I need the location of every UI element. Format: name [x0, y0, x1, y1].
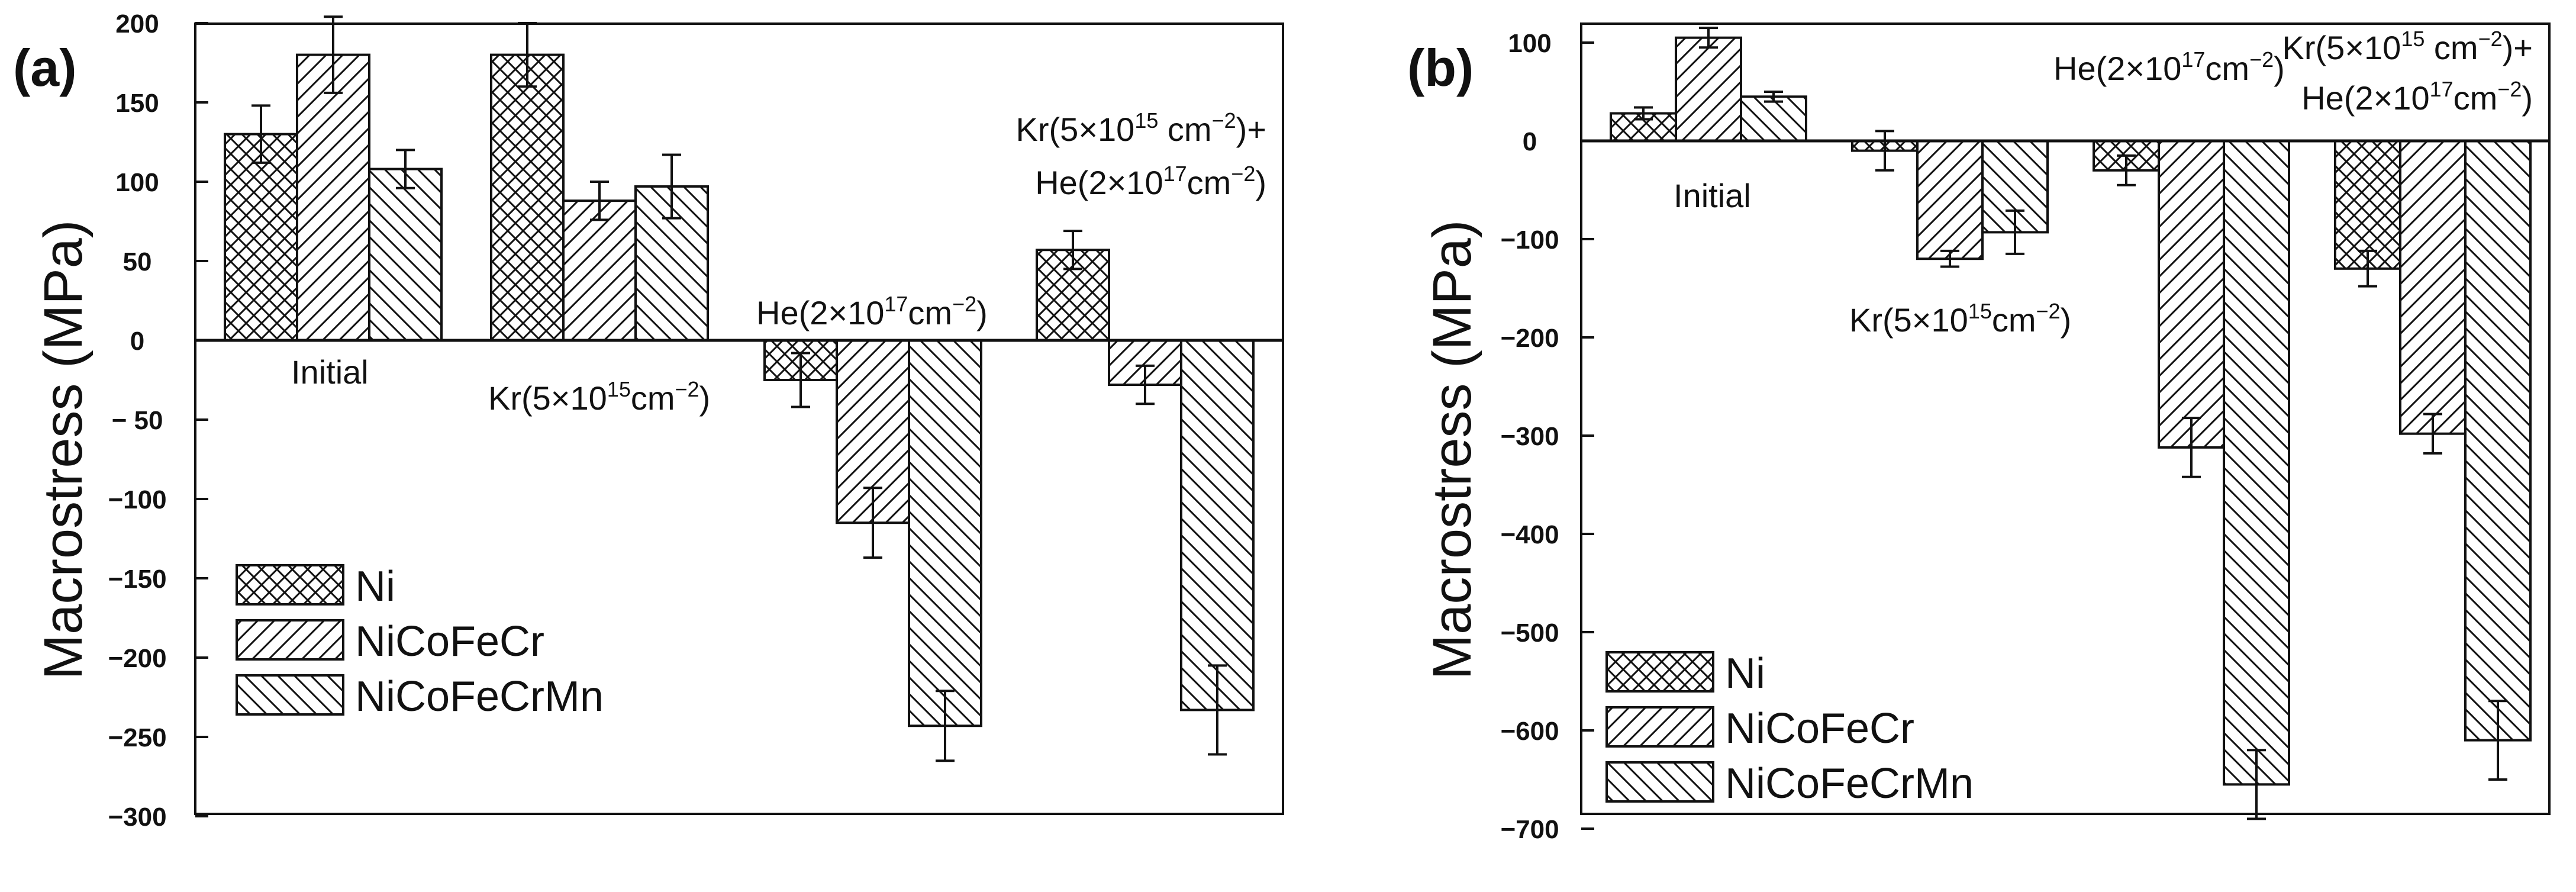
- panel-a-y-tick-label: − 50: [112, 406, 163, 435]
- panel-a-legend-swatch-nicofecrmn: [236, 674, 344, 716]
- panel-b-y-tick-label: −700: [1500, 815, 1559, 844]
- panel-a-y-tick-label: 150: [115, 89, 159, 118]
- panel-a-legend-label-ni: Ni: [355, 563, 395, 610]
- panel-a-error-bar-nicofecrmn: [936, 690, 955, 762]
- panel-a-legend-swatch-nicofecr: [236, 619, 344, 661]
- panel-a-y-tick-label: −150: [108, 565, 166, 594]
- panel-b-legend-swatch-nicofecrmn: [1605, 761, 1714, 803]
- panel-a-label-initial: Initial: [291, 353, 369, 391]
- panel-a-y-tick-label: 100: [115, 168, 159, 197]
- panel-a-y-tick-label: 0: [130, 327, 144, 356]
- panel-b-bar-nicofecr: [1916, 140, 1984, 260]
- panel-a-label-combo-line2: He(2×1017cm−2): [1035, 162, 1266, 201]
- panel-b-label-kr: Kr(5×1015cm−2): [1849, 299, 2071, 339]
- panel-a-label-kr: Kr(5×1015cm−2): [488, 377, 710, 417]
- panel-a-bar-ni: [490, 53, 565, 342]
- panel-a-bar-ni: [224, 133, 298, 342]
- panel-a-error-bar-ni: [518, 22, 537, 88]
- panel-b-bar-nicofecrmn: [1740, 95, 1807, 142]
- panel-a-bar-nicofecrmn: [908, 339, 982, 727]
- panel-b-y-tick-label: −300: [1500, 422, 1559, 451]
- panel-b-legend-swatch-nicofecr: [1605, 706, 1714, 748]
- panel-a-bars: [224, 15, 1255, 762]
- panel-a-y-tick-label: −300: [108, 803, 166, 832]
- panel-b-bar-nicofecr: [2158, 140, 2225, 449]
- panel-a-error-bar-nicofecrmn: [1208, 664, 1227, 756]
- panel-a: (a) Macrostress (MPa) 200 150 100 50 0 − 50 −1…: [13, 9, 1284, 832]
- panel-b-y-axis-title: Macrostress (MPa): [1422, 220, 1482, 680]
- panel-b-error-bar-nicofecr: [1699, 27, 1718, 49]
- panel-a-bar-nicofecr: [296, 53, 370, 342]
- panel-a-error-bar-ni: [252, 104, 270, 164]
- panel-b-bar-nicofecrmn: [2464, 140, 2532, 742]
- panel-b-bar-nicofecrmn: [2223, 140, 2290, 786]
- panel-b-y-tick-label: −400: [1500, 520, 1559, 549]
- panel-a-label-combo-line1: Kr(5×1015 cm−2)+: [1016, 108, 1266, 148]
- panel-a-label-he: He(2×1017cm−2): [756, 292, 988, 331]
- panel-a-bar-nicofecrmn: [368, 168, 443, 342]
- panel-b-legend-label-nicofecr: NiCoFeCr: [1725, 705, 1914, 752]
- panel-a-error-bar-nicofecrmn: [396, 149, 415, 189]
- panel-a-bar-nicofecrmn: [1180, 339, 1255, 711]
- panel-b-legend-label-ni: Ni: [1725, 650, 1765, 697]
- panel-a-y-tick-label: 50: [123, 247, 152, 276]
- panel-a-legend: Ni NiCoFeCr NiCoFeCrMn: [236, 563, 604, 720]
- panel-b-error-bar-nicofecrmn: [2006, 209, 2024, 255]
- panel-a-y-axis-title: Macrostress (MPa): [33, 220, 94, 680]
- panel-a-y-ticks: 200 150 100 50 0 − 50 −100 −150 −200 −250 −300: [108, 9, 208, 832]
- panel-b-legend-swatch-ni: [1605, 651, 1714, 693]
- panel-b-error-bar-nicofecr: [2423, 413, 2442, 455]
- panel-a-error-bar-nicofecr: [324, 15, 343, 94]
- panel-b-y-tick-label: −500: [1500, 619, 1559, 648]
- panel-b-label-initial: Initial: [1674, 177, 1751, 214]
- panel-b-bar-ni: [2334, 140, 2401, 270]
- panel-b-label-combo-line1: Kr(5×1015 cm−2)+: [2282, 27, 2533, 66]
- panel-b-error-bar-nicofecrmn: [1764, 91, 1783, 103]
- panel-b-error-bar-nicofecr: [1940, 249, 1959, 268]
- panel-a-y-tick-label: 200: [115, 9, 159, 38]
- panel-b-label-combo-line2: He(2×1017cm−2): [2301, 77, 2533, 117]
- panel-a-error-bar-nicofecr: [590, 181, 609, 221]
- panel-b-y-tick-label: 100: [1508, 29, 1551, 58]
- panel-a-error-bar-nicofecrmn: [662, 153, 681, 220]
- panel-a-legend-swatch-ni: [236, 564, 344, 606]
- panel-b-error-bar-ni: [2117, 154, 2136, 186]
- panel-b-plot-frame: [1580, 22, 2551, 815]
- panel-b-error-bar-ni: [1634, 106, 1653, 121]
- panel-b-bars: [1610, 27, 2532, 820]
- panel-b-legend: Ni NiCoFeCr NiCoFeCrMn: [1605, 650, 1974, 807]
- panel-b-error-bar-ni: [1875, 130, 1894, 172]
- panel-a-label: (a): [13, 38, 77, 97]
- panel-b-error-bar-ni: [2358, 249, 2377, 288]
- panel-b-error-bar-nicofecr: [2182, 417, 2201, 478]
- panel-a-error-bar-nicofecr: [863, 487, 882, 559]
- panel-b-error-bar-nicofecrmn: [2247, 749, 2266, 820]
- panel-b-y-tick-label: −200: [1500, 324, 1559, 353]
- panel-a-error-bar-ni: [791, 352, 810, 408]
- panel-b-legend-label-nicofecrmn: NiCoFeCrMn: [1725, 760, 1974, 807]
- panel-b-y-tick-label: −600: [1500, 717, 1559, 746]
- panel-a-error-bar-nicofecr: [1136, 364, 1155, 405]
- panel-b-y-tick-label: −100: [1500, 226, 1559, 255]
- panel-b: (b) Macrostress (MPa) 100 0 −100 −200 −300 −4…: [1407, 22, 2551, 844]
- panel-a-legend-label-nicofecr: NiCoFeCr: [355, 618, 544, 665]
- panel-a-y-tick-label: −250: [108, 723, 166, 752]
- panel-b-bar-nicofecr: [1675, 36, 1742, 143]
- panel-a-y-tick-label: −100: [108, 485, 166, 514]
- panel-b-label: (b): [1407, 38, 1474, 97]
- panel-b-error-bar-nicofecrmn: [2488, 700, 2507, 781]
- panel-b-bar-nicofecr: [2399, 140, 2467, 435]
- panel-a-y-tick-label: −200: [108, 644, 166, 673]
- panel-b-label-he: He(2×1017cm−2): [2053, 47, 2285, 87]
- panel-b-y-tick-label: 0: [1523, 127, 1537, 156]
- panel-a-error-bar-ni: [1063, 230, 1082, 271]
- panel-a-bar-nicofecr: [562, 199, 637, 342]
- panel-a-legend-label-nicofecrmn: NiCoFeCrMn: [355, 673, 604, 720]
- panel-b-y-ticks: 100 0 −100 −200 −300 −400 −500 −600 −700: [1500, 29, 1594, 844]
